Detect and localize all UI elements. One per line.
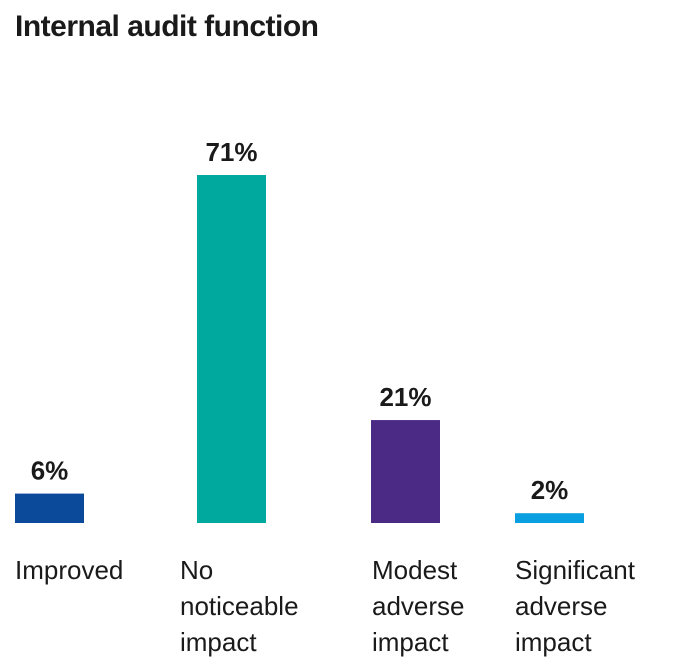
category-label: Modest adverse impact	[372, 555, 465, 657]
value-label: 71%	[205, 137, 257, 167]
category-label: Significant adverse impact	[515, 555, 635, 657]
bar	[197, 175, 266, 523]
bar	[371, 420, 440, 523]
chart-title: Internal audit function	[15, 10, 319, 43]
value-label: 6%	[31, 456, 69, 486]
value-label: 2%	[531, 475, 569, 505]
value-label: 21%	[379, 382, 431, 412]
bar	[515, 513, 584, 523]
category-label: Improved	[15, 555, 124, 585]
category-label: No noticeable impact	[180, 555, 299, 657]
bar	[15, 493, 84, 523]
